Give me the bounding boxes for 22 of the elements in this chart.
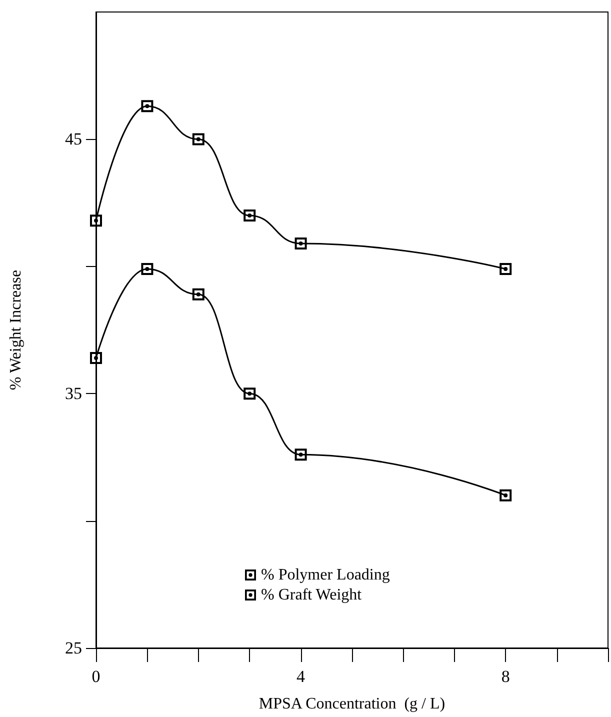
y-tick-label: 45	[65, 130, 82, 149]
y-tick-label: 25	[65, 638, 82, 658]
point	[500, 262, 512, 275]
point	[192, 288, 204, 300]
legend-label: % Polymer Loading	[261, 566, 390, 584]
x-tick-label: 0	[92, 667, 100, 686]
x-axis-title: MPSA Concentration (g / L)	[258, 696, 446, 712]
point	[141, 100, 154, 112]
y-tick-label: 35	[65, 384, 82, 404]
point	[90, 352, 102, 364]
legend-label: % Graft Weight	[261, 586, 362, 604]
point	[192, 133, 204, 146]
point	[244, 388, 256, 400]
x-tick-label: 8	[501, 667, 510, 686]
x-tick-label: 4	[296, 667, 306, 686]
y-axis-title: % Weight Increase	[8, 270, 24, 390]
point	[294, 238, 307, 250]
point	[244, 210, 256, 222]
point	[90, 214, 102, 227]
point	[141, 262, 154, 275]
point	[294, 448, 307, 461]
point	[500, 489, 512, 502]
